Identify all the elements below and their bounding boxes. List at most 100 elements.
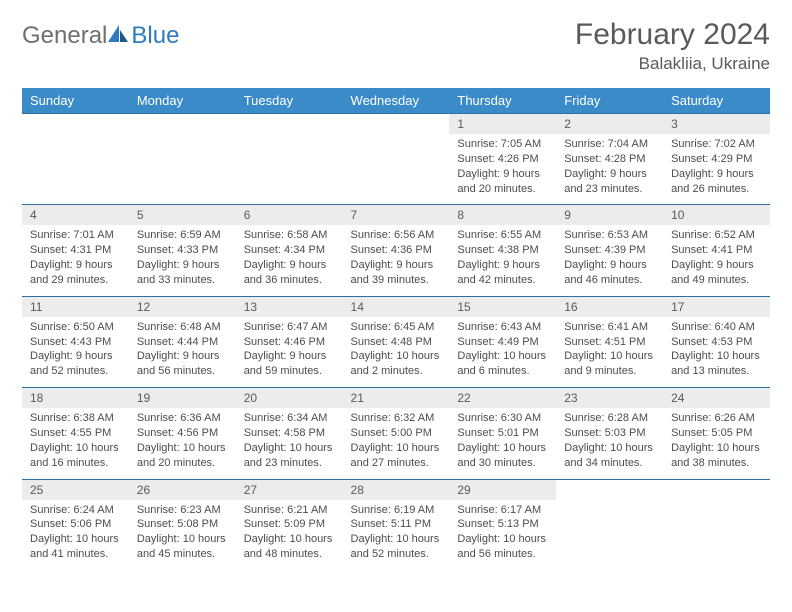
daylight-text: Daylight: 10 hours [351,349,442,364]
sunrise-text: Sunrise: 6:52 AM [671,228,762,243]
daylight-text-cont: and 49 minutes. [671,273,762,288]
day-number-cell: 28 [343,479,450,500]
day-data-row: Sunrise: 6:50 AMSunset: 4:43 PMDaylight:… [22,317,770,388]
daylight-text-cont: and 23 minutes. [244,456,335,471]
daylight-text-cont: and 26 minutes. [671,182,762,197]
daylight-text-cont: and 23 minutes. [564,182,655,197]
daylight-text: Daylight: 10 hours [457,349,548,364]
sunrise-text: Sunrise: 6:56 AM [351,228,442,243]
daylight-text-cont: and 41 minutes. [30,547,121,562]
day-data-cell: Sunrise: 6:19 AMSunset: 5:11 PMDaylight:… [343,500,450,570]
day-data-row: Sunrise: 6:38 AMSunset: 4:55 PMDaylight:… [22,408,770,479]
sunset-text: Sunset: 4:36 PM [351,243,442,258]
daylight-text-cont: and 13 minutes. [671,364,762,379]
daylight-text: Daylight: 9 hours [30,349,121,364]
sunset-text: Sunset: 4:26 PM [457,152,548,167]
day-data-cell: Sunrise: 6:24 AMSunset: 5:06 PMDaylight:… [22,500,129,570]
day-data-row: Sunrise: 7:05 AMSunset: 4:26 PMDaylight:… [22,134,770,205]
daylight-text: Daylight: 9 hours [564,167,655,182]
location-subtitle: Balakliia, Ukraine [575,54,770,74]
sunset-text: Sunset: 5:11 PM [351,517,442,532]
day-number-cell [236,114,343,135]
daylight-text: Daylight: 10 hours [137,532,228,547]
weekday-header: Friday [556,88,663,114]
brand-part1: General [22,22,107,50]
sunrise-text: Sunrise: 6:28 AM [564,411,655,426]
day-number-cell: 25 [22,479,129,500]
sunrise-text: Sunrise: 6:26 AM [671,411,762,426]
day-number-cell: 12 [129,296,236,317]
day-number-cell: 17 [663,296,770,317]
daylight-text: Daylight: 10 hours [244,441,335,456]
daylight-text-cont: and 45 minutes. [137,547,228,562]
day-data-cell: Sunrise: 6:23 AMSunset: 5:08 PMDaylight:… [129,500,236,570]
day-number-cell: 19 [129,388,236,409]
day-number-cell: 7 [343,205,450,226]
sunrise-text: Sunrise: 7:04 AM [564,137,655,152]
daylight-text-cont: and 59 minutes. [244,364,335,379]
daylight-text-cont: and 9 minutes. [564,364,655,379]
day-data-cell: Sunrise: 6:36 AMSunset: 4:56 PMDaylight:… [129,408,236,479]
sail-icon [107,24,129,44]
daylight-text-cont: and 29 minutes. [30,273,121,288]
sunrise-text: Sunrise: 6:34 AM [244,411,335,426]
daylight-text-cont: and 33 minutes. [137,273,228,288]
daylight-text-cont: and 39 minutes. [351,273,442,288]
weekday-header-row: Sunday Monday Tuesday Wednesday Thursday… [22,88,770,114]
weekday-header: Monday [129,88,236,114]
brand-logo: General Blue [22,22,179,50]
daylight-text: Daylight: 9 hours [564,258,655,273]
sunset-text: Sunset: 4:51 PM [564,335,655,350]
weekday-header: Wednesday [343,88,450,114]
day-number-cell: 22 [449,388,556,409]
daylight-text-cont: and 38 minutes. [671,456,762,471]
day-data-cell: Sunrise: 6:26 AMSunset: 5:05 PMDaylight:… [663,408,770,479]
weekday-header: Tuesday [236,88,343,114]
sunrise-text: Sunrise: 6:30 AM [457,411,548,426]
sunset-text: Sunset: 4:34 PM [244,243,335,258]
sunrise-text: Sunrise: 6:53 AM [564,228,655,243]
sunrise-text: Sunrise: 6:59 AM [137,228,228,243]
day-number-cell: 10 [663,205,770,226]
header: General Blue February 2024 Balakliia, Uk… [22,18,770,74]
sunset-text: Sunset: 4:48 PM [351,335,442,350]
day-number-cell: 23 [556,388,663,409]
sunrise-text: Sunrise: 6:45 AM [351,320,442,335]
day-number-cell [343,114,450,135]
daylight-text-cont: and 52 minutes. [351,547,442,562]
day-number-cell: 2 [556,114,663,135]
daylight-text-cont: and 36 minutes. [244,273,335,288]
day-data-cell [22,134,129,205]
day-data-cell: Sunrise: 7:02 AMSunset: 4:29 PMDaylight:… [663,134,770,205]
day-number-cell: 11 [22,296,129,317]
daylight-text: Daylight: 10 hours [564,441,655,456]
sunrise-text: Sunrise: 6:43 AM [457,320,548,335]
daylight-text: Daylight: 10 hours [457,441,548,456]
day-data-cell: Sunrise: 6:56 AMSunset: 4:36 PMDaylight:… [343,225,450,296]
day-number-row: 18192021222324 [22,388,770,409]
day-number-cell: 27 [236,479,343,500]
sunset-text: Sunset: 4:44 PM [137,335,228,350]
day-data-cell: Sunrise: 6:47 AMSunset: 4:46 PMDaylight:… [236,317,343,388]
sunset-text: Sunset: 4:31 PM [30,243,121,258]
daylight-text: Daylight: 10 hours [671,349,762,364]
day-data-cell [236,134,343,205]
day-data-cell: Sunrise: 6:32 AMSunset: 5:00 PMDaylight:… [343,408,450,479]
day-number-cell [129,114,236,135]
day-data-cell: Sunrise: 6:40 AMSunset: 4:53 PMDaylight:… [663,317,770,388]
daylight-text: Daylight: 9 hours [671,167,762,182]
daylight-text-cont: and 56 minutes. [137,364,228,379]
day-data-cell: Sunrise: 6:28 AMSunset: 5:03 PMDaylight:… [556,408,663,479]
day-number-row: 45678910 [22,205,770,226]
day-data-cell: Sunrise: 6:55 AMSunset: 4:38 PMDaylight:… [449,225,556,296]
daylight-text: Daylight: 9 hours [244,349,335,364]
day-number-row: 11121314151617 [22,296,770,317]
daylight-text: Daylight: 9 hours [137,258,228,273]
daylight-text: Daylight: 10 hours [457,532,548,547]
sunrise-text: Sunrise: 6:48 AM [137,320,228,335]
daylight-text-cont: and 2 minutes. [351,364,442,379]
sunset-text: Sunset: 4:43 PM [30,335,121,350]
day-data-row: Sunrise: 6:24 AMSunset: 5:06 PMDaylight:… [22,500,770,570]
daylight-text-cont: and 20 minutes. [457,182,548,197]
day-data-cell: Sunrise: 6:50 AMSunset: 4:43 PMDaylight:… [22,317,129,388]
